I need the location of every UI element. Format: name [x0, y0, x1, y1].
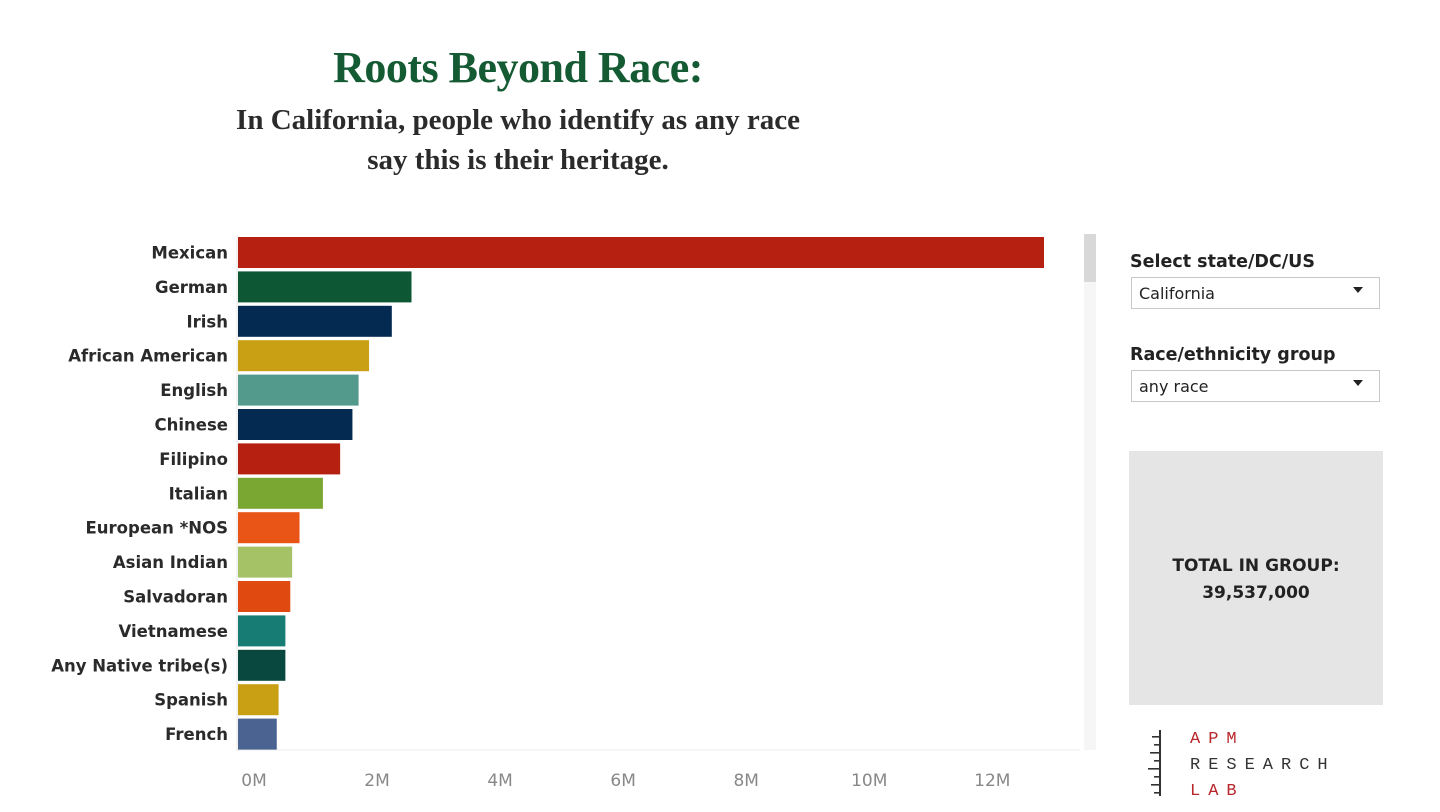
logo-text-apm: APM [1190, 730, 1245, 749]
state-dropdown[interactable]: California [1131, 277, 1380, 309]
bar[interactable] [238, 512, 300, 544]
x-tick-label: 2M [364, 771, 389, 791]
total-in-group-card: TOTAL IN GROUP: 39,537,000 [1129, 451, 1383, 705]
race-select-label: Race/ethnicity group [1130, 345, 1336, 365]
logo-text-research: RESEARCH [1190, 756, 1336, 775]
race-dropdown-value: any race [1139, 377, 1209, 396]
bar[interactable] [238, 237, 1044, 268]
category-label: Irish [187, 312, 229, 331]
category-label: French [165, 725, 228, 744]
category-label: German [155, 278, 228, 297]
bar[interactable] [238, 409, 353, 440]
race-dropdown[interactable]: any race [1131, 370, 1380, 402]
bar[interactable] [238, 305, 392, 337]
category-label: Filipino [159, 450, 228, 469]
category-label: Mexican [151, 244, 228, 263]
bar[interactable] [238, 684, 279, 716]
x-tick-label: 10M [851, 771, 887, 791]
x-tick-label: 6M [610, 771, 635, 791]
category-label: Spanish [154, 691, 228, 710]
state-dropdown-value: California [1139, 284, 1215, 303]
bar[interactable] [238, 477, 323, 509]
scrollbar-thumb[interactable] [1084, 234, 1096, 282]
category-label: European *NOS [86, 519, 228, 538]
chart-scrollbar[interactable] [1084, 234, 1096, 750]
logo-text-lab: LAB [1190, 782, 1245, 801]
category-label: English [160, 381, 228, 400]
total-value: 39,537,000 [1202, 583, 1310, 603]
bar[interactable] [238, 649, 286, 681]
bar[interactable] [238, 271, 412, 303]
subtitle-line-1: In California, people who identify as an… [236, 104, 800, 136]
bar[interactable] [238, 443, 341, 475]
category-label: Chinese [155, 416, 228, 435]
chart-subtitle: In California, people who identify as an… [118, 100, 918, 180]
bar[interactable] [238, 581, 291, 612]
bar[interactable] [238, 374, 359, 406]
bar[interactable] [238, 546, 293, 578]
total-label: TOTAL IN GROUP: [1172, 556, 1340, 576]
category-label: African American [68, 347, 228, 366]
bar[interactable] [238, 615, 286, 647]
category-label: Salvadoran [123, 588, 228, 607]
x-tick-label: 12M [974, 771, 1010, 791]
chevron-down-icon [1353, 287, 1363, 293]
chevron-down-icon [1353, 380, 1363, 386]
subtitle-line-2: say this is their heritage. [367, 144, 669, 176]
bar-chart: Mexican German Irish African American Englis… [51, 235, 1080, 791]
x-tick-label: 0M [241, 771, 266, 791]
category-label: Vietnamese [119, 622, 229, 641]
x-tick-label: 4M [487, 771, 512, 791]
category-label: Italian [169, 484, 228, 503]
apm-logo-icon [1148, 730, 1161, 796]
category-label: Asian Indian [113, 553, 228, 572]
category-label: Any Native tribe(s) [51, 656, 228, 675]
bar[interactable] [238, 718, 277, 750]
chart-title: Roots Beyond Race: [333, 43, 703, 92]
x-tick-label: 8M [733, 771, 758, 791]
state-select-label: Select state/DC/US [1130, 252, 1315, 272]
bar[interactable] [238, 340, 370, 372]
